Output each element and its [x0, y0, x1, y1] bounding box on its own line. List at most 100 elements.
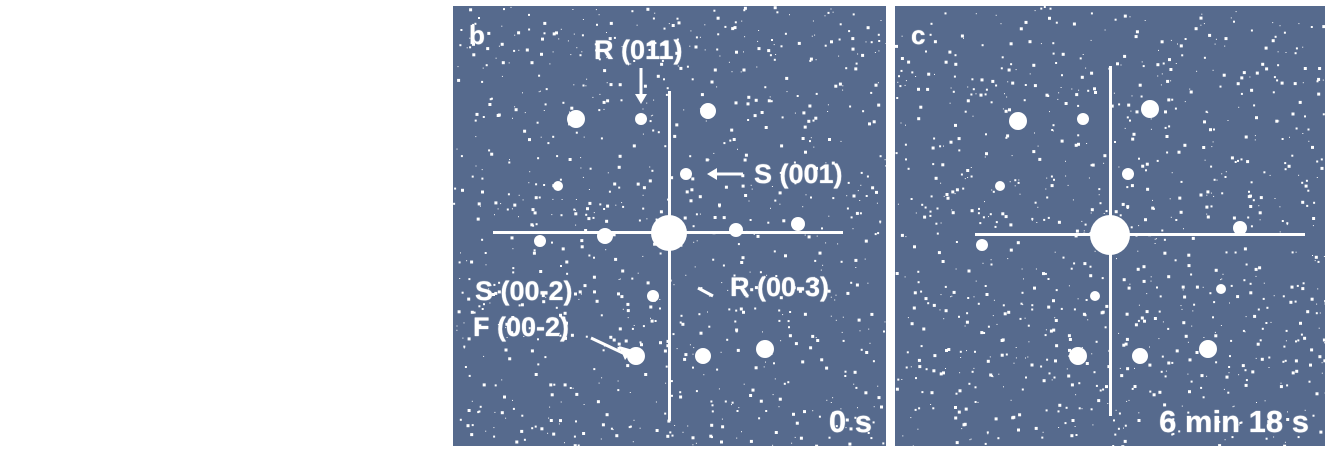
noise-dot [933, 137, 936, 140]
noise-dot [970, 438, 972, 440]
noise-dot [644, 373, 648, 376]
noise-dot [629, 425, 632, 428]
noise-dot [969, 439, 971, 441]
noise-dot [1068, 348, 1071, 352]
noise-dot [945, 368, 946, 369]
noise-dot [1183, 228, 1184, 230]
noise-dot [1163, 403, 1167, 407]
noise-dot [1158, 390, 1162, 394]
noise-dot [1019, 317, 1022, 320]
noise-dot [1261, 62, 1265, 66]
noise-dot [917, 358, 921, 362]
noise-dot [1224, 439, 1226, 441]
noise-dot [1067, 374, 1071, 378]
noise-dot [471, 424, 474, 427]
noise-dot [885, 165, 886, 167]
noise-dot [1191, 236, 1195, 240]
noise-dot [809, 140, 811, 143]
noise-dot [766, 274, 768, 276]
noise-dot [1256, 342, 1260, 346]
noise-dot [631, 277, 634, 280]
noise-dot [553, 383, 556, 386]
noise-dot [513, 49, 516, 52]
noise-dot [794, 112, 796, 114]
noise-dot [1145, 162, 1149, 166]
noise-dot [545, 296, 547, 298]
noise-dot [900, 233, 904, 237]
noise-dot [984, 201, 985, 203]
noise-dot [1318, 67, 1322, 70]
noise-dot [646, 7, 650, 11]
noise-dot [551, 214, 553, 216]
noise-dot [964, 178, 966, 180]
noise-dot [815, 59, 817, 61]
noise-dot [816, 339, 820, 342]
noise-dot [778, 319, 781, 322]
noise-dot [1209, 128, 1212, 132]
noise-dot [460, 155, 463, 158]
noise-dot [467, 409, 471, 412]
noise-dot [1214, 268, 1218, 272]
noise-speckle [453, 6, 886, 446]
noise-dot [1119, 367, 1121, 369]
noise-dot [1240, 76, 1244, 80]
noise-dot [1101, 277, 1104, 280]
noise-dot [1050, 175, 1053, 178]
noise-dot [1010, 399, 1012, 401]
noise-dot [1287, 411, 1288, 413]
noise-dot [926, 87, 930, 91]
noise-dot [652, 129, 655, 132]
noise-dot [633, 325, 635, 326]
noise-dot [773, 250, 776, 253]
noise-dot [471, 400, 473, 402]
noise-dot [990, 263, 993, 266]
noise-dot [728, 308, 731, 311]
noise-dot [913, 291, 917, 295]
noise-dot [1264, 400, 1266, 402]
noise-dot [1279, 385, 1283, 389]
noise-dot [582, 176, 584, 178]
diffraction-spot [1199, 340, 1217, 358]
diffraction-spot [976, 239, 988, 251]
noise-dot [504, 348, 508, 352]
noise-dot [789, 311, 792, 313]
noise-dot [1240, 158, 1243, 161]
noise-dot [631, 10, 634, 13]
diffraction-spot [567, 110, 585, 128]
noise-dot [1180, 305, 1182, 307]
noise-dot [872, 360, 875, 363]
noise-dot [1065, 160, 1066, 162]
noise-dot [772, 444, 774, 446]
noise-dot [1257, 308, 1260, 311]
noise-dot [1181, 54, 1184, 57]
noise-dot [1152, 199, 1153, 201]
noise-dot [653, 99, 655, 101]
noise-dot [540, 136, 542, 138]
noise-dot [1119, 214, 1122, 217]
noise-dot [540, 52, 543, 56]
noise-dot [1304, 409, 1306, 411]
noise-dot [771, 186, 773, 187]
noise-dot [1064, 102, 1068, 105]
noise-dot [965, 320, 969, 324]
noise-dot [832, 11, 834, 13]
noise-dot [1182, 321, 1186, 325]
noise-dot [1127, 103, 1131, 107]
noise-dot [550, 393, 554, 397]
noise-dot [1090, 408, 1093, 411]
noise-dot [1228, 366, 1231, 368]
noise-dot [1258, 205, 1260, 207]
noise-dot [1206, 190, 1210, 194]
noise-dot [897, 203, 899, 205]
noise-dot [478, 324, 482, 328]
noise-dot [1167, 361, 1171, 365]
noise-dot [1224, 37, 1228, 41]
noise-dot [900, 57, 904, 60]
noise-dot [877, 82, 879, 84]
noise-dot [654, 320, 657, 322]
noise-dot [1160, 40, 1164, 44]
noise-dot [613, 182, 617, 186]
noise-dot [944, 60, 948, 64]
noise-dot [494, 384, 497, 387]
noise-dot [629, 392, 631, 393]
